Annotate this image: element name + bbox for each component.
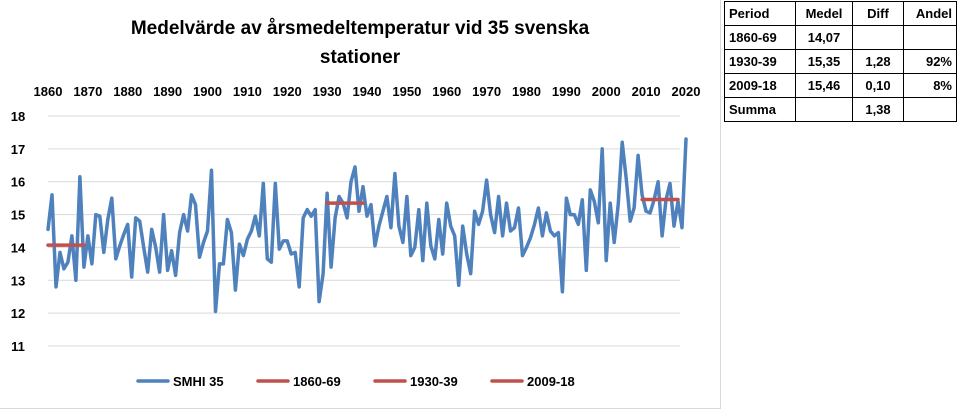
x-tick-label: 1980 — [512, 84, 541, 99]
legend-label: 1930-39 — [410, 374, 458, 389]
x-tick-label: 1910 — [233, 84, 262, 99]
x-tick-label: 1860 — [34, 84, 63, 99]
x-tick-label: 1970 — [472, 84, 501, 99]
x-tick-label: 1950 — [392, 84, 421, 99]
period-summary-table: Period Medel Diff Andel 1860-69 14,07 19… — [724, 1, 957, 122]
table-cell: Summa — [724, 97, 796, 122]
x-tick-label: 1930 — [313, 84, 342, 99]
y-tick-label: 15 — [11, 208, 25, 223]
series-line-smhi-35 — [46, 137, 688, 314]
legend-label: SMHI 35 — [173, 374, 224, 389]
chart-title-line-2: stationer — [320, 47, 401, 68]
chart-title-line-1: Medelvärde av årsmedeltemperatur vid 35 … — [131, 18, 590, 39]
table-cell: 1860-69 — [724, 25, 796, 50]
x-tick-label: 2020 — [672, 84, 701, 99]
table-cell: 8% — [903, 73, 957, 98]
table-header-cell: Period — [724, 1, 796, 26]
table-row: 1860-69 14,07 — [724, 25, 957, 50]
x-tick-label: 1960 — [432, 84, 461, 99]
legend-label: 1860-69 — [293, 374, 341, 389]
x-tick-label: 1920 — [273, 84, 302, 99]
x-tick-label: 1880 — [113, 84, 142, 99]
table-cell — [852, 25, 904, 50]
table-header-cell: Medel — [795, 1, 853, 26]
x-tick-label: 1900 — [193, 84, 222, 99]
table-cell — [795, 97, 853, 122]
table-header-row: Period Medel Diff Andel — [724, 1, 957, 26]
y-tick-label: 11 — [11, 339, 25, 354]
table-row: 1930-39 15,35 1,28 92% — [724, 49, 957, 74]
table-cell: 14,07 — [795, 25, 853, 50]
y-tick-label: 14 — [11, 240, 26, 255]
table-cell: 2009-18 — [724, 73, 796, 98]
table-cell: 15,46 — [795, 73, 853, 98]
x-tick-label: 1940 — [353, 84, 382, 99]
table-cell — [903, 97, 957, 122]
x-tick-label: 1990 — [552, 84, 581, 99]
table-cell: 1,38 — [852, 97, 904, 122]
temperature-chart: Medelvärde av årsmedeltemperatur vid 35 … — [11, 18, 701, 389]
table-cell: 1930-39 — [724, 49, 796, 74]
y-tick-label: 12 — [11, 306, 25, 321]
table-cell: 92% — [903, 49, 957, 74]
table-header-cell: Diff — [852, 1, 904, 26]
x-tick-label: 1870 — [73, 84, 102, 99]
table-row: Summa 1,38 — [724, 97, 957, 122]
y-tick-label: 16 — [11, 175, 25, 190]
x-tick-label: 2010 — [632, 84, 661, 99]
y-tick-label: 17 — [11, 142, 25, 157]
table-row: 2009-18 15,46 0,10 8% — [724, 73, 957, 98]
table-cell: 0,10 — [852, 73, 904, 98]
table-header-cell: Andel — [903, 1, 957, 26]
x-tick-label: 2000 — [592, 84, 621, 99]
x-tick-label: 1890 — [153, 84, 182, 99]
y-tick-label: 18 — [11, 109, 25, 124]
table-cell: 1,28 — [852, 49, 904, 74]
y-tick-label: 13 — [11, 273, 25, 288]
chart-area: Medelvärde av årsmedeltemperatur vid 35 … — [0, 0, 721, 409]
table-cell — [903, 25, 957, 50]
table-cell: 15,35 — [795, 49, 853, 74]
legend-label: 2009-18 — [527, 374, 575, 389]
